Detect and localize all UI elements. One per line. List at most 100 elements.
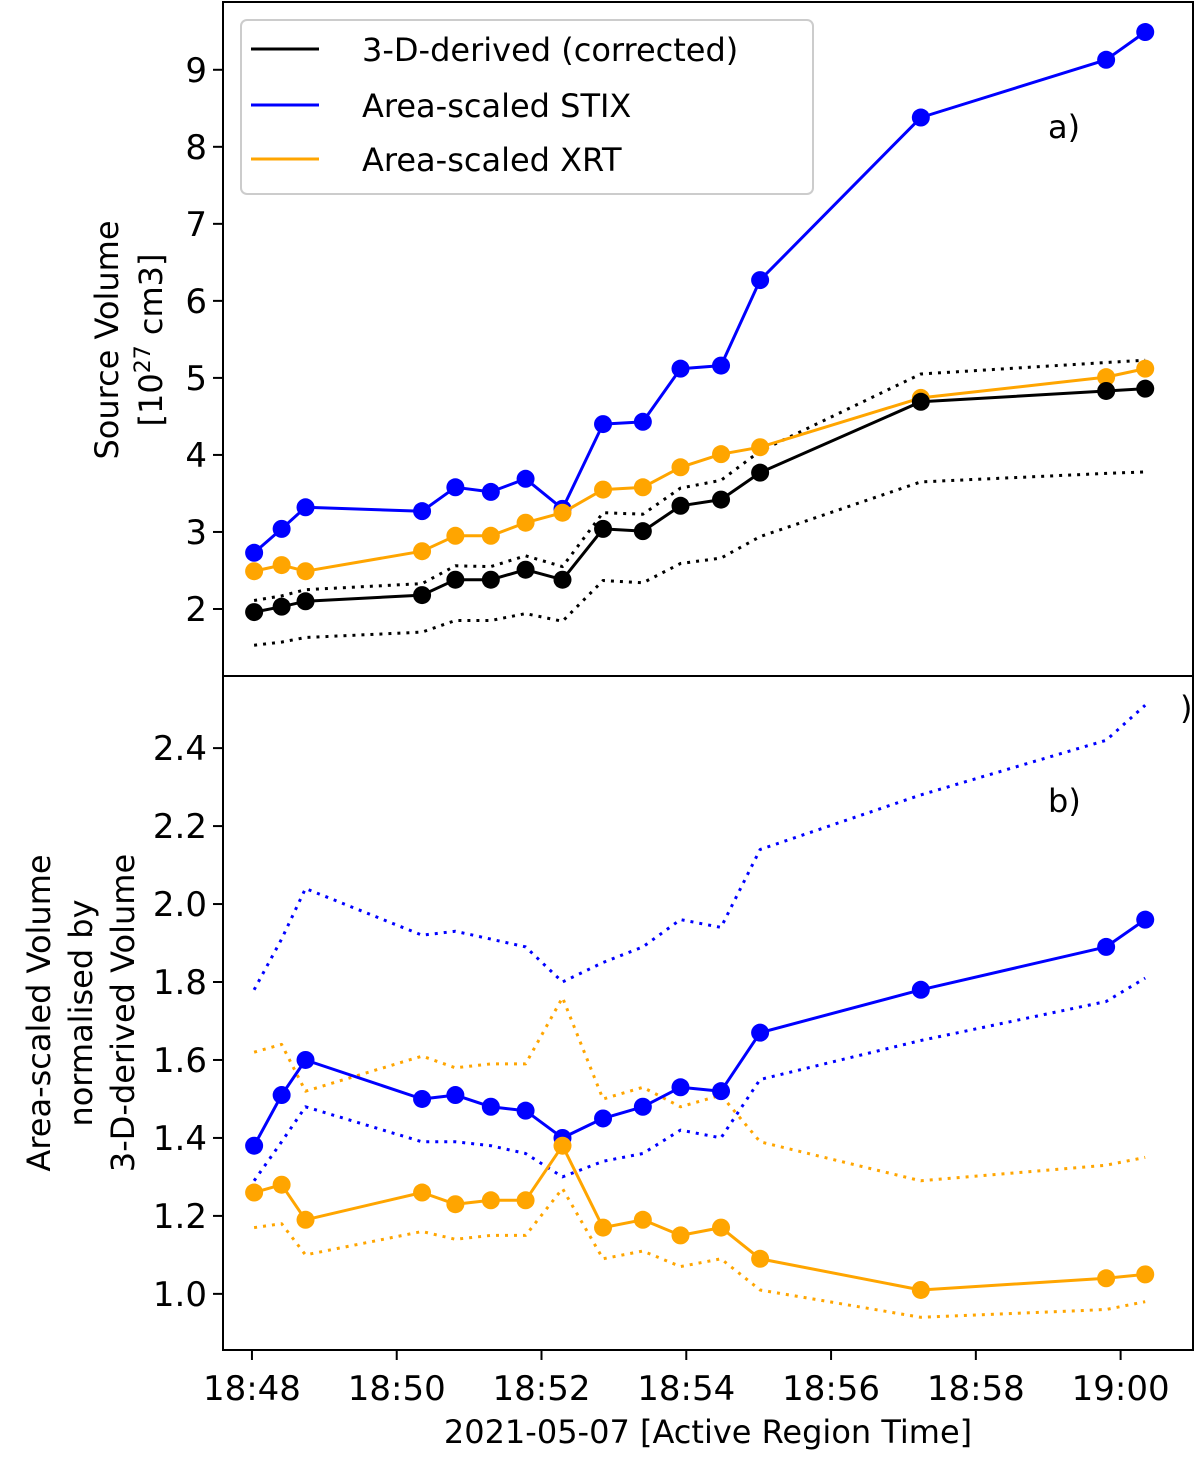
- data-point-stix-ratio: [1136, 910, 1155, 929]
- data-point-stix-ratio: [712, 1082, 731, 1101]
- data-point-xrt-ratio: [671, 1226, 690, 1245]
- panel-b-ylabel-line1: Area-scaled Volume: [20, 854, 58, 1171]
- series-line-area-scaled-xrt: [253, 367, 1146, 573]
- series-line-3-d-derived-lower-bound: [253, 470, 1146, 647]
- data-point-area-scaled-stix: [671, 359, 690, 378]
- data-point-stix-ratio: [751, 1023, 770, 1042]
- panel-a: 2 3 4 5 6 7 8 9 a) Source Volume [1027 cm3] 3-D…: [88, 1, 1194, 677]
- data-point-stix-ratio: [1097, 937, 1116, 956]
- legend-label-3d: 3-D-derived (corrected): [362, 31, 738, 69]
- data-point-xrt-ratio: [516, 1191, 535, 1210]
- data-point-area-scaled-stix: [751, 271, 770, 290]
- data-point-area-scaled-stix: [245, 543, 264, 562]
- panel-a-ytick-label: 5: [185, 359, 207, 399]
- data-point-xrt-ratio: [594, 1218, 613, 1237]
- data-point-area-scaled-xrt: [272, 556, 291, 575]
- data-point-xrt-ratio: [712, 1218, 731, 1237]
- data-point-area-scaled-xrt: [245, 562, 264, 581]
- panel-b-series: [245, 704, 1155, 1319]
- data-point-3-d-derived-corrected: [296, 592, 315, 611]
- series-line-area-scaled-stix: [253, 30, 1147, 554]
- data-point-stix-ratio: [633, 1097, 652, 1116]
- data-point-stix-ratio: [671, 1078, 690, 1097]
- series-line-3-d-derived-corrected: [253, 387, 1146, 614]
- data-point-xrt-ratio: [633, 1210, 652, 1229]
- data-point-area-scaled-stix: [413, 502, 432, 521]
- series-line-stix-ratio-lower-bound: [252, 976, 1146, 1182]
- data-point-3-d-derived-corrected: [446, 570, 465, 589]
- panel-a-ytick-label: 6: [185, 282, 207, 322]
- data-point-stix-ratio: [413, 1089, 432, 1108]
- data-point-xrt-ratio: [446, 1195, 465, 1214]
- data-point-xrt-ratio: [1097, 1269, 1116, 1288]
- data-point-xrt-ratio: [911, 1280, 930, 1299]
- data-point-area-scaled-stix: [594, 415, 613, 434]
- data-point-xrt-ratio: [1136, 1265, 1155, 1284]
- series-line-stix-ratio-upper-bound: [252, 704, 1147, 991]
- panel-a-ytick-label: 9: [185, 51, 207, 91]
- data-point-3-d-derived-corrected: [594, 519, 613, 538]
- data-point-area-scaled-stix: [446, 478, 465, 497]
- data-point-3-d-derived-corrected: [481, 570, 500, 589]
- data-point-area-scaled-xrt: [413, 542, 432, 561]
- data-point-stix-ratio: [516, 1101, 535, 1120]
- data-point-xrt-ratio: [272, 1175, 291, 1194]
- data-point-3-d-derived-corrected: [516, 560, 535, 579]
- data-point-area-scaled-xrt: [594, 480, 613, 499]
- data-point-3-d-derived-corrected: [272, 597, 291, 616]
- data-point-stix-ratio: [296, 1050, 315, 1069]
- data-point-3-d-derived-corrected: [413, 586, 432, 605]
- data-point-xrt-ratio: [481, 1191, 500, 1210]
- xtick-label: 18:50: [348, 1369, 446, 1409]
- panel-b: 1.0 1.2 1.4 1.6 1.8 2.0 2.2 2.4 18:48 18:50 18:52…: [20, 675, 1194, 1451]
- data-point-area-scaled-xrt: [296, 562, 315, 581]
- xtick-label: 18:58: [927, 1369, 1025, 1409]
- series-line-3-d-derived-upper-bound: [253, 358, 1146, 602]
- panel-a-yticks: 2 3 4 5 6 7 8 9: [185, 51, 223, 630]
- data-point-area-scaled-stix: [633, 412, 652, 431]
- legend-label-xrt: Area-scaled XRT: [362, 141, 622, 179]
- xtick-label: 18:56: [782, 1369, 880, 1409]
- data-point-xrt-ratio: [751, 1249, 770, 1268]
- data-point-xrt-ratio: [553, 1136, 572, 1155]
- legend: 3-D-derived (corrected) Area-scaled STIX…: [240, 19, 814, 195]
- xtick-label: 18:48: [203, 1369, 301, 1409]
- panel-a-ytick-label: 2: [185, 590, 207, 630]
- data-point-area-scaled-stix: [1097, 50, 1116, 69]
- data-point-3-d-derived-corrected: [245, 603, 264, 622]
- data-point-stix-ratio: [911, 980, 930, 999]
- data-point-xrt-ratio: [245, 1183, 264, 1202]
- panel-b-frame: [222, 675, 1194, 1351]
- data-point-area-scaled-xrt: [671, 458, 690, 477]
- stray-clipped-label: ): [1180, 689, 1192, 727]
- xtick-label: 18:54: [637, 1369, 735, 1409]
- panel-b-ytick-label: 2.0: [153, 885, 207, 925]
- panel-b-ytick-label: 2.4: [153, 729, 207, 769]
- series-line-xrt-ratio-lower-bound: [253, 1187, 1146, 1319]
- panel-a-ytick-label: 4: [185, 436, 207, 476]
- data-point-stix-ratio: [245, 1136, 264, 1155]
- data-point-stix-ratio: [272, 1086, 291, 1105]
- data-point-area-scaled-stix: [712, 356, 731, 375]
- data-point-3-d-derived-corrected: [633, 522, 652, 541]
- xtick-label: 19:00: [1072, 1369, 1170, 1409]
- panel-a-ylabel-line1: Source Volume: [88, 220, 126, 459]
- legend-box: [240, 19, 814, 195]
- series-line-xrt-ratio: [253, 1144, 1146, 1292]
- series-line-stix-ratio: [252, 918, 1147, 1147]
- data-point-3-d-derived-corrected: [671, 496, 690, 515]
- panel-b-ytick-label: 1.0: [153, 1275, 207, 1315]
- panel-a-ytick-label: 7: [185, 205, 207, 245]
- data-point-stix-ratio: [481, 1097, 500, 1116]
- data-point-3-d-derived-corrected: [553, 570, 572, 589]
- panel-a-ylabel: Source Volume [1027 cm3]: [88, 220, 170, 459]
- panel-a-label: a): [1048, 108, 1080, 146]
- data-point-area-scaled-stix: [516, 469, 535, 488]
- data-point-xrt-ratio: [296, 1210, 315, 1229]
- data-point-area-scaled-stix: [911, 108, 930, 127]
- panel-a-ytick-label: 8: [185, 128, 207, 168]
- data-point-area-scaled-xrt: [516, 513, 535, 532]
- data-point-3-d-derived-corrected: [1097, 381, 1116, 400]
- data-point-area-scaled-xrt: [553, 503, 572, 522]
